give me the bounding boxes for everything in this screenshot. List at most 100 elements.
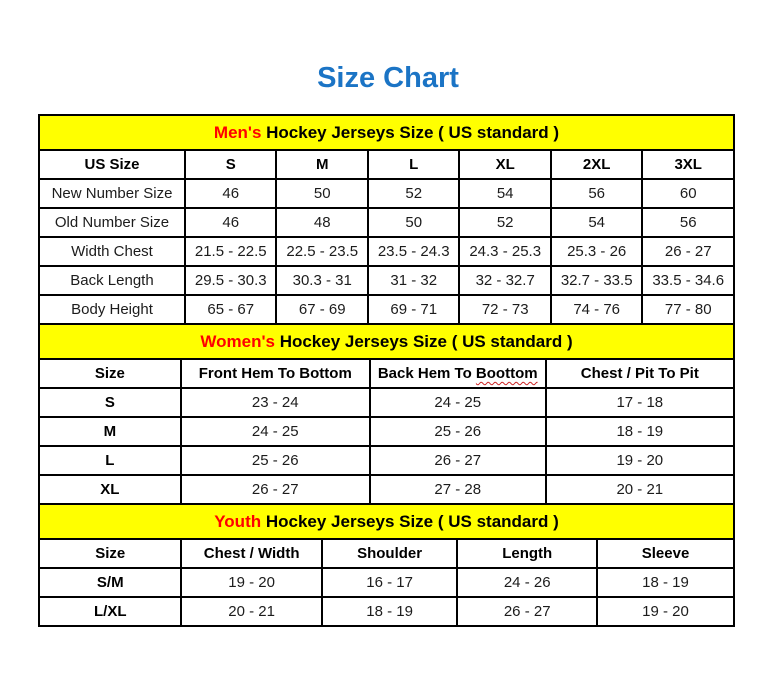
cell-value: 32 - 32.7 [458, 265, 552, 296]
row-label: Body Height [38, 294, 186, 325]
table-row: New Number Size 46 50 52 54 56 60 [38, 178, 735, 209]
cell-value: 52 [458, 207, 552, 238]
row-label: L/XL [37, 596, 183, 627]
mens-header-highlight: Men's [213, 122, 262, 142]
row-label: Width Chest [38, 236, 186, 267]
column-header: S [183, 149, 278, 180]
misspelled-word: Boottom [475, 365, 538, 382]
cell-value: 24 - 25 [179, 416, 371, 447]
cell-value: 20 - 21 [544, 474, 736, 505]
cell-value: 54 [549, 207, 644, 238]
cell-value: 18 - 19 [320, 596, 459, 627]
size-tables: Men's Hockey Jerseys Size ( US standard … [37, 114, 736, 627]
cell-value: 23.5 - 24.3 [366, 236, 461, 267]
cell-value: 56 [641, 207, 735, 238]
column-header: Shoulder [320, 538, 459, 569]
cell-value: 25 - 26 [368, 416, 547, 447]
cell-value: 33.5 - 34.6 [641, 265, 735, 296]
cell-value: 18 - 19 [544, 416, 736, 447]
cell-value: 27 - 28 [368, 474, 547, 505]
column-header: US Size [38, 149, 186, 180]
cell-value: 17 - 18 [544, 387, 736, 418]
cell-value: 48 [275, 207, 369, 238]
column-header: Size [37, 538, 183, 569]
cell-value: 32.7 - 33.5 [549, 265, 644, 296]
cell-value: 22.5 - 23.5 [275, 236, 369, 267]
cell-value: 26 - 27 [179, 474, 371, 505]
cell-value: 19 - 20 [596, 596, 735, 627]
cell-value: 21.5 - 22.5 [183, 236, 278, 267]
column-header: Length [456, 538, 599, 569]
youth-size-table: Youth Hockey Jerseys Size ( US standard … [37, 503, 735, 627]
cell-value: 26 - 27 [368, 445, 547, 476]
table-row: XL 26 - 27 27 - 28 20 - 21 [38, 474, 736, 505]
row-label: XL [38, 474, 182, 505]
cell-value: 23 - 24 [179, 387, 371, 418]
cell-value: 24 - 25 [368, 387, 547, 418]
mens-column-header-row: US Size S M L XL 2XL 3XL [38, 149, 735, 180]
womens-column-header-row: Size Front Hem To Bottom Back Hem To Boott… [38, 358, 736, 389]
row-label: S [38, 387, 182, 418]
cell-value: 72 - 73 [458, 294, 552, 325]
table-row: Old Number Size 46 48 50 52 54 56 [38, 207, 735, 238]
youth-section-header: Youth Hockey Jerseys Size ( US standard … [38, 503, 735, 540]
cell-value: 18 - 19 [596, 567, 735, 598]
cell-value: 20 - 21 [180, 596, 323, 627]
cell-value: 65 - 67 [183, 294, 278, 325]
cell-value: 26 - 27 [641, 236, 735, 267]
table-row: Width Chest 21.5 - 22.5 22.5 - 23.5 23.5 - … [38, 236, 735, 267]
cell-value: 16 - 17 [320, 567, 459, 598]
cell-value: 54 [458, 178, 552, 209]
cell-value: 26 - 27 [456, 596, 599, 627]
cell-value: 56 [549, 178, 644, 209]
cell-value: 50 [366, 207, 461, 238]
cell-value: 19 - 20 [180, 567, 323, 598]
column-header: 2XL [549, 149, 644, 180]
table-row: L 25 - 26 26 - 27 19 - 20 [38, 445, 736, 476]
table-row: Back Length 29.5 - 30.3 30.3 - 31 31 - 32 32… [38, 265, 735, 296]
row-label: New Number Size [38, 178, 186, 209]
cell-value: 24 - 26 [456, 567, 599, 598]
cell-value: 46 [183, 178, 278, 209]
cell-value: 67 - 69 [275, 294, 369, 325]
column-header: Chest / Pit To Pit [544, 358, 736, 389]
cell-value: 24.3 - 25.3 [458, 236, 552, 267]
column-header: Sleeve [596, 538, 735, 569]
cell-value: 77 - 80 [641, 294, 735, 325]
cell-value: 31 - 32 [366, 265, 461, 296]
column-header: Back Hem To Boottom [368, 358, 547, 389]
mens-size-table: Men's Hockey Jerseys Size ( US standard … [38, 114, 735, 325]
cell-value: 19 - 20 [544, 445, 736, 476]
row-label: Back Length [38, 265, 186, 296]
table-row: L/XL 20 - 21 18 - 19 26 - 27 19 - 20 [37, 596, 735, 627]
youth-header-highlight: Youth [214, 511, 262, 531]
cell-value: 25 - 26 [179, 445, 371, 476]
cell-value: 30.3 - 31 [275, 265, 369, 296]
column-header: Chest / Width [180, 538, 323, 569]
cell-value: 46 [183, 207, 278, 238]
row-label: Old Number Size [38, 207, 186, 238]
row-label: L [38, 445, 182, 476]
column-header: 3XL [641, 149, 735, 180]
youth-column-header-row: Size Chest / Width Shoulder Length Sleeve [37, 538, 735, 569]
mens-section-header: Men's Hockey Jerseys Size ( US standard … [38, 114, 735, 151]
table-row: S 23 - 24 24 - 25 17 - 18 [38, 387, 736, 418]
womens-header-highlight: Women's [200, 331, 275, 351]
row-label: S/M [37, 567, 183, 598]
column-header: M [275, 149, 369, 180]
table-row: Body Height 65 - 67 67 - 69 69 - 71 72 - 73 7… [38, 294, 735, 325]
cell-value: 69 - 71 [366, 294, 461, 325]
page-title: Size Chart [317, 62, 459, 94]
cell-value: 74 - 76 [549, 294, 644, 325]
table-row: M 24 - 25 25 - 26 18 - 19 [38, 416, 736, 447]
cell-value: 60 [641, 178, 735, 209]
column-header: Front Hem To Bottom [179, 358, 371, 389]
column-header: XL [458, 149, 552, 180]
row-label: M [38, 416, 182, 447]
cell-value: 25.3 - 26 [549, 236, 644, 267]
cell-value: 29.5 - 30.3 [183, 265, 278, 296]
column-header: L [366, 149, 461, 180]
cell-value: 50 [275, 178, 369, 209]
cell-value: 52 [366, 178, 461, 209]
